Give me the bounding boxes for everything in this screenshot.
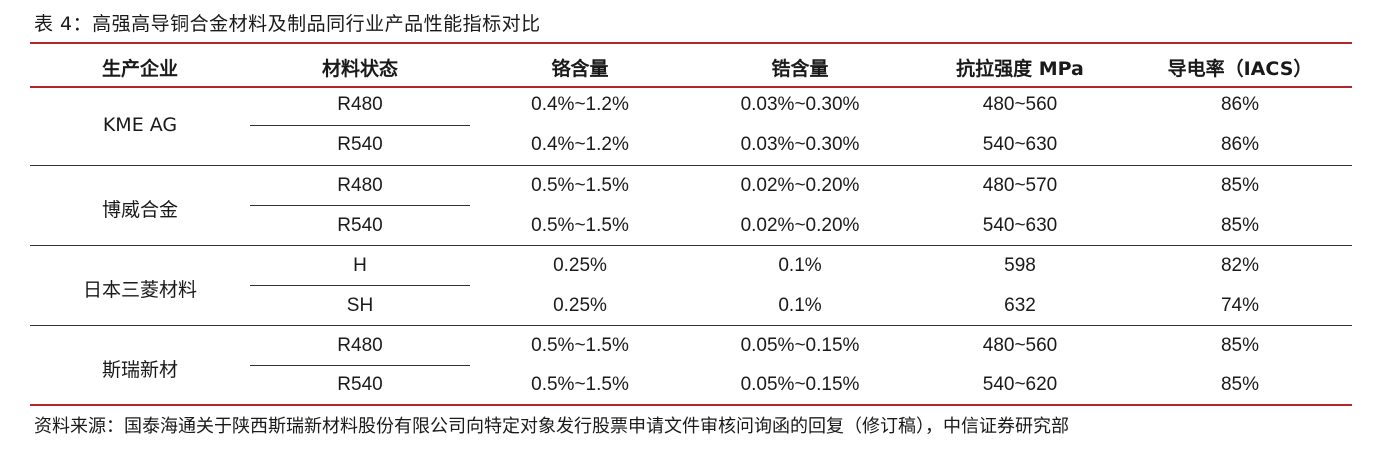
bottom-rule: [30, 404, 1352, 406]
company-name: 斯瑞新材: [101, 359, 179, 381]
table-cell: 0.02%~0.20%: [740, 175, 860, 196]
company-name: KME AG: [102, 114, 178, 136]
table-cell: 85%: [1220, 374, 1260, 395]
group-separator: [30, 165, 1352, 166]
table-cell: 82%: [1220, 255, 1260, 276]
header-conductivity: 导电率（IACS）: [1167, 58, 1313, 80]
table-cell: 85%: [1220, 175, 1260, 196]
row-separator: [250, 125, 470, 126]
company-name: 日本三菱材料: [82, 279, 198, 301]
table-cell: R540: [337, 215, 383, 236]
table-cell: 0.4%~1.2%: [531, 94, 629, 115]
table-cell: 0.5%~1.5%: [531, 215, 629, 236]
table-cell: 540~630: [982, 215, 1058, 236]
source-note: 资料来源：国泰海通关于陕西斯瑞新材料股份有限公司向特定对象发行股票申请文件审核问…: [34, 416, 1069, 437]
table-cell: R480: [337, 175, 383, 196]
table-cell: R540: [337, 374, 383, 395]
row-separator: [250, 205, 470, 206]
table-cell: 632: [1004, 295, 1036, 316]
group-separator: [30, 325, 1352, 326]
table-cell: 74%: [1220, 295, 1260, 316]
table-cell: 86%: [1220, 134, 1260, 155]
table-cell: 0.5%~1.5%: [531, 175, 629, 196]
table-cell: 85%: [1220, 215, 1260, 236]
header-state: 材料状态: [321, 58, 399, 80]
table-cell: 0.05%~0.15%: [740, 335, 860, 356]
table-cell: 0.05%~0.15%: [740, 374, 860, 395]
top-rule: [30, 42, 1352, 44]
table-cell: 0.25%: [553, 295, 607, 316]
row-separator: [250, 285, 470, 286]
header-rule: [30, 86, 1352, 88]
table-cell: 0.03%~0.30%: [740, 94, 860, 115]
header-chromium: 铬含量: [551, 58, 609, 80]
table-cell: 0.4%~1.2%: [531, 134, 629, 155]
table-cell: R540: [337, 134, 383, 155]
table-cell: 86%: [1220, 94, 1260, 115]
table-title: 表 4：高强高导铜合金材料及制品同行业产品性能指标对比: [34, 13, 541, 35]
table-cell: SH: [346, 295, 374, 316]
header-zirconium: 锆含量: [771, 58, 829, 80]
table-cell: 480~560: [982, 94, 1058, 115]
header-company: 生产企业: [101, 58, 179, 80]
table-cell: 480~570: [982, 175, 1058, 196]
table-cell: 0.03%~0.30%: [740, 134, 860, 155]
table-cell: 0.1%: [778, 255, 822, 276]
table-cell: 85%: [1220, 335, 1260, 356]
table-cell: 540~630: [982, 134, 1058, 155]
table-cell: R480: [337, 335, 383, 356]
table-cell: 0.02%~0.20%: [740, 215, 860, 236]
table-cell: 480~560: [982, 335, 1058, 356]
table-cell: 0.5%~1.5%: [531, 335, 629, 356]
table-cell: H: [353, 255, 367, 276]
table-cell: 0.1%: [778, 295, 822, 316]
group-separator: [30, 245, 1352, 246]
company-name: 博威合金: [101, 199, 179, 221]
table-cell: 598: [1004, 255, 1036, 276]
table-cell: 0.25%: [553, 255, 607, 276]
row-separator: [250, 365, 470, 366]
header-tensile: 抗拉强度 MPa: [956, 58, 1084, 80]
table-cell: 0.5%~1.5%: [531, 374, 629, 395]
table-cell: R480: [337, 94, 383, 115]
table-cell: 540~620: [982, 374, 1058, 395]
